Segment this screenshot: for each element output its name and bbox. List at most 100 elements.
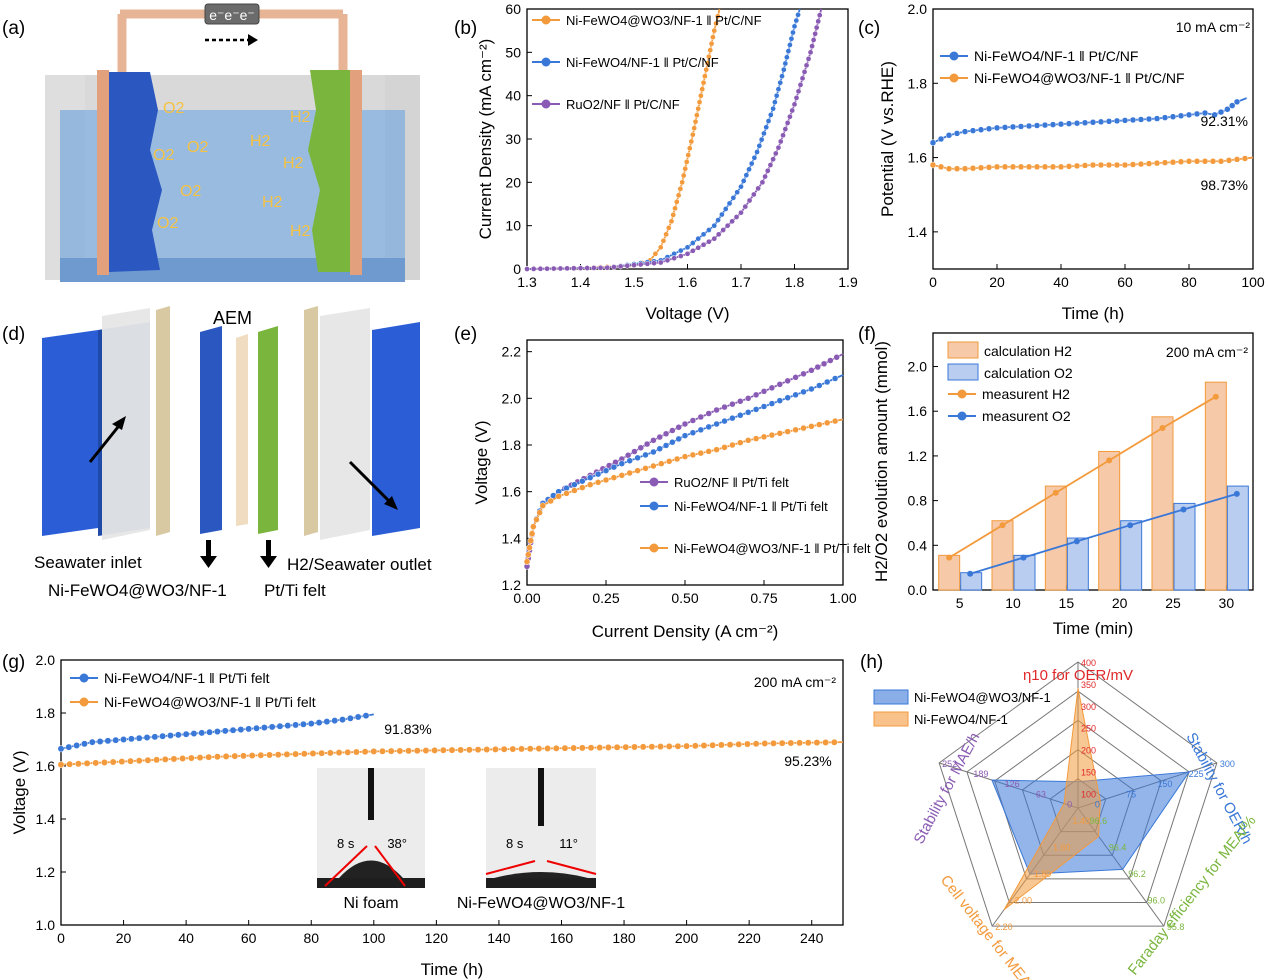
y-axis-label: Voltage (V) bbox=[472, 420, 491, 504]
data-point bbox=[660, 237, 667, 244]
o2-label: O2 bbox=[153, 147, 174, 164]
x-tick-label: 240 bbox=[800, 930, 824, 946]
plot-frame bbox=[932, 332, 1254, 591]
data-point bbox=[527, 537, 535, 544]
data-point bbox=[639, 743, 647, 751]
data-point bbox=[705, 448, 712, 455]
cathode-electrode bbox=[308, 70, 352, 272]
data-point bbox=[617, 263, 624, 270]
y-tick-label: 2.0 bbox=[908, 359, 928, 375]
bar-h2 bbox=[1151, 416, 1174, 591]
data-point bbox=[690, 240, 696, 246]
data-point bbox=[831, 417, 839, 425]
data-point bbox=[792, 426, 799, 434]
bar-o2 bbox=[1013, 554, 1036, 591]
x-tick-label: 80 bbox=[1181, 274, 1197, 290]
bar-o2 bbox=[1066, 537, 1089, 591]
data-point bbox=[1081, 162, 1089, 169]
data-point bbox=[985, 125, 993, 133]
data-point bbox=[1073, 162, 1081, 170]
data-point bbox=[112, 736, 120, 744]
data-point bbox=[700, 742, 708, 749]
y-tick-label: 0 bbox=[513, 261, 521, 277]
data-point bbox=[816, 382, 823, 389]
y-tick-label: 10 bbox=[505, 218, 521, 234]
series-line bbox=[969, 493, 1238, 575]
data-point bbox=[664, 257, 671, 264]
data-point bbox=[299, 720, 307, 728]
data-point bbox=[784, 428, 791, 435]
anode-label: Ni-FeWO4@WO3/NF-1 bbox=[48, 581, 227, 600]
data-point bbox=[1153, 159, 1161, 167]
legend-marker bbox=[541, 15, 551, 25]
data-point bbox=[413, 747, 421, 755]
data-point bbox=[198, 729, 206, 737]
data-point bbox=[690, 131, 696, 138]
h2-label: H2 bbox=[283, 155, 304, 172]
x-tick-label: 1.4 bbox=[571, 274, 591, 290]
panel-d-schematic: (d) AEM Seawater inlet H2/Seawater outle… bbox=[2, 306, 432, 600]
data-point bbox=[1105, 161, 1113, 169]
bar-h2 bbox=[1204, 381, 1227, 591]
legend-label: calculation H2 bbox=[984, 343, 1072, 359]
radar-tick-label: 400 bbox=[1081, 658, 1096, 668]
data-point bbox=[370, 747, 378, 755]
data-point bbox=[1025, 122, 1033, 130]
data-point bbox=[626, 457, 633, 464]
data-point bbox=[206, 728, 214, 736]
data-point bbox=[109, 758, 117, 766]
data-point bbox=[691, 125, 698, 132]
data-point bbox=[697, 426, 705, 434]
data-point bbox=[650, 448, 657, 456]
data-point bbox=[1177, 112, 1185, 120]
cathode-layer bbox=[258, 326, 278, 534]
battery-label: e⁻e⁻e⁻ bbox=[209, 7, 255, 23]
data-point bbox=[594, 479, 602, 486]
data-point bbox=[833, 354, 840, 361]
data-point bbox=[96, 738, 104, 745]
data-point bbox=[1241, 155, 1249, 162]
y-tick-label: 1.2 bbox=[502, 577, 522, 593]
x-axis-label: Voltage (V) bbox=[645, 304, 729, 323]
radar-tick-label: 100 bbox=[1081, 789, 1096, 799]
data-point bbox=[143, 734, 151, 741]
data-point bbox=[691, 742, 699, 750]
o2-label: O2 bbox=[187, 139, 208, 156]
h2-label: H2 bbox=[250, 133, 271, 150]
data-point bbox=[748, 160, 755, 167]
data-point bbox=[772, 99, 778, 106]
data-point bbox=[624, 262, 631, 269]
data-point bbox=[651, 260, 657, 266]
data-point bbox=[323, 718, 331, 726]
inset-time-label: 8 s bbox=[506, 836, 524, 851]
data-point bbox=[690, 247, 696, 254]
data-point bbox=[713, 406, 720, 414]
data-point bbox=[161, 755, 169, 763]
inset-angle-label: 38° bbox=[387, 836, 407, 851]
data-point bbox=[530, 523, 537, 530]
data-point bbox=[642, 451, 649, 459]
data-point bbox=[760, 388, 768, 395]
data-point bbox=[1129, 116, 1137, 124]
x-tick-label: 20 bbox=[989, 274, 1005, 290]
data-point bbox=[658, 460, 665, 467]
data-point bbox=[656, 445, 663, 452]
data-point bbox=[804, 739, 812, 747]
data-point bbox=[57, 745, 65, 753]
radar-tick-label: 63 bbox=[1036, 789, 1046, 799]
o2-label: O2 bbox=[163, 100, 184, 117]
data-point bbox=[673, 455, 681, 463]
data-point bbox=[292, 721, 300, 729]
data-point bbox=[695, 244, 702, 251]
data-point bbox=[675, 424, 682, 431]
radar-tick-label: 126 bbox=[1005, 779, 1020, 789]
data-point bbox=[1089, 119, 1097, 126]
y-tick-label: 2.0 bbox=[908, 1, 928, 17]
legend-label: Ni-FeWO4@WO3/NF-1 ‖ Pt/C/NF bbox=[974, 70, 1185, 86]
data-point bbox=[1065, 163, 1073, 170]
retention-label: 92.31% bbox=[1201, 113, 1248, 129]
x-tick-label: 180 bbox=[612, 930, 636, 946]
data-point bbox=[677, 247, 684, 254]
data-point bbox=[405, 747, 413, 755]
data-point bbox=[602, 476, 610, 484]
